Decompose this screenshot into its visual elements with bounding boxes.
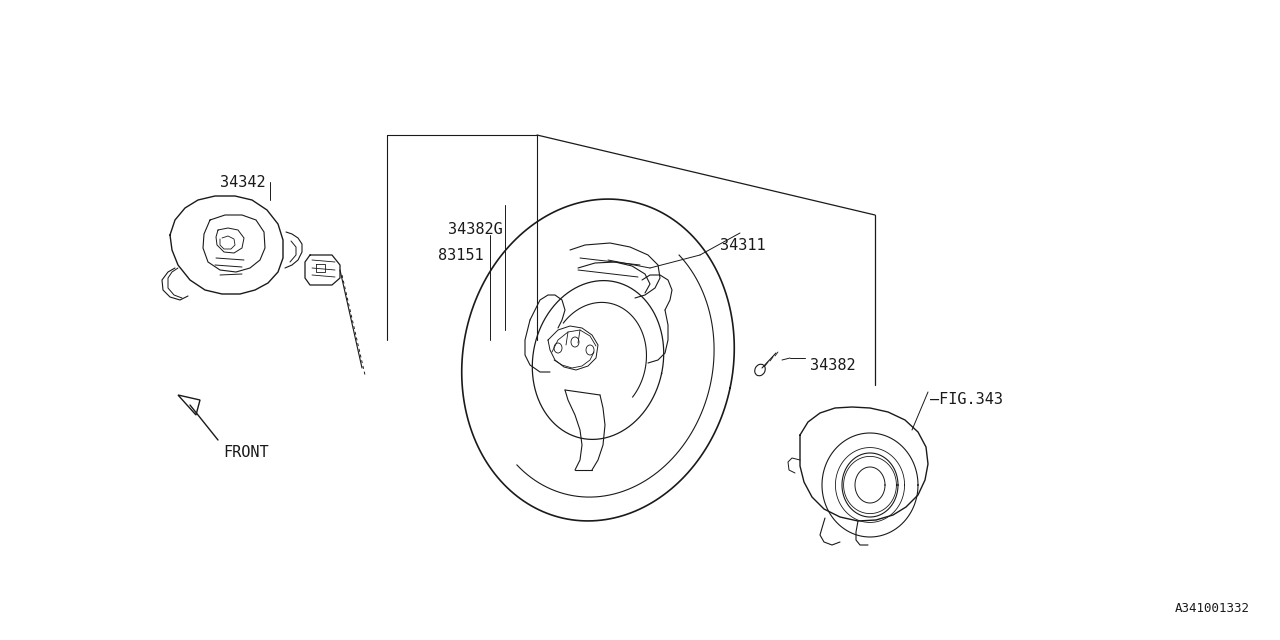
Text: —FIG.343: —FIG.343 [931, 392, 1004, 407]
Text: 83151: 83151 [438, 248, 484, 263]
Text: FRONT: FRONT [223, 445, 269, 460]
Text: 34382G: 34382G [448, 222, 503, 237]
Text: A341001332: A341001332 [1175, 602, 1251, 615]
Text: 34342: 34342 [220, 175, 266, 190]
Text: 34382: 34382 [810, 358, 855, 373]
Text: 34311: 34311 [719, 238, 765, 253]
